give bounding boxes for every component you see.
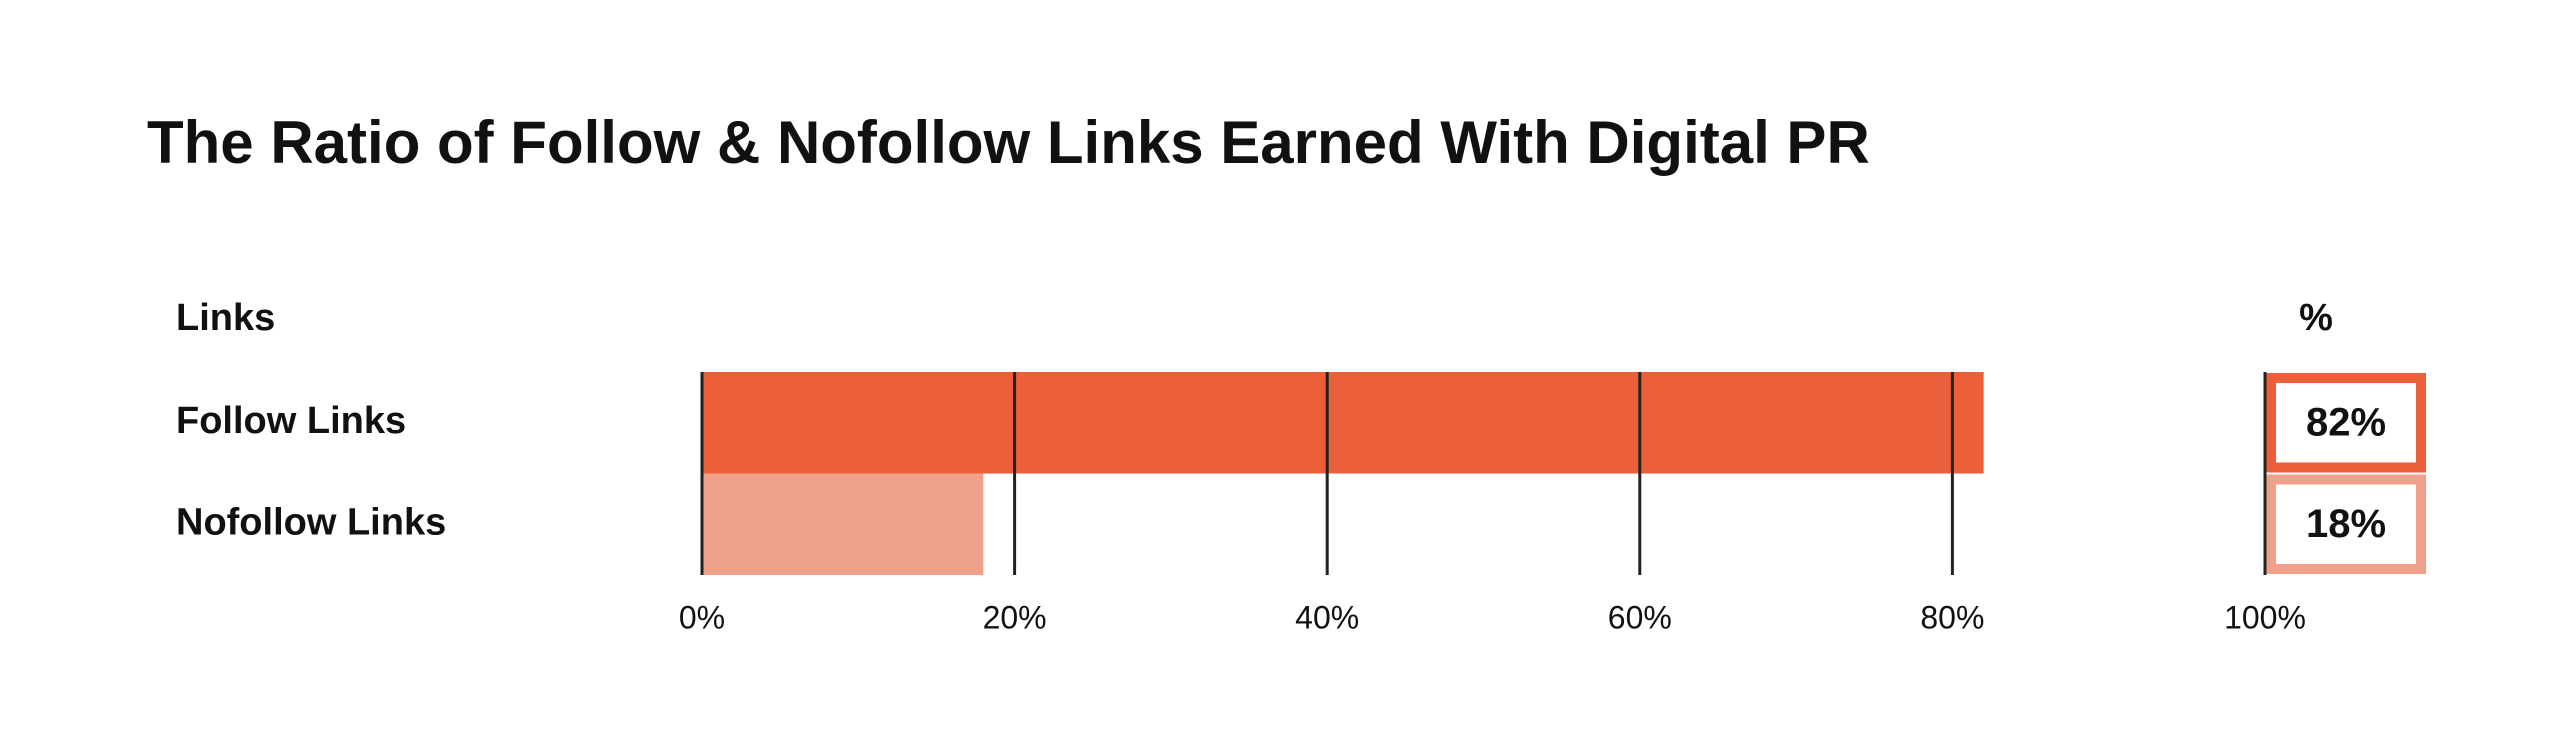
category-label: Nofollow Links [176, 501, 446, 543]
bar [702, 372, 1984, 474]
value-label-box [2266, 474, 2426, 574]
x-tick-label: 20% [983, 599, 1047, 635]
x-tick-label: 0% [679, 599, 725, 635]
value-label: 18% [2306, 502, 2386, 546]
value-header: % [2299, 297, 2333, 339]
chart-title: The Ratio of Follow & Nofollow Links Ear… [147, 109, 1870, 176]
x-tick-label: 40% [1295, 599, 1359, 635]
x-tick-label: 100% [2224, 599, 2306, 635]
category-label: Follow Links [176, 400, 406, 442]
x-tick-label: 60% [1608, 599, 1672, 635]
value-label: 82% [2306, 400, 2386, 444]
bar [702, 473, 984, 575]
value-label-box [2266, 373, 2426, 473]
category-header: Links [176, 297, 275, 339]
x-tick-label: 80% [1920, 599, 1984, 635]
